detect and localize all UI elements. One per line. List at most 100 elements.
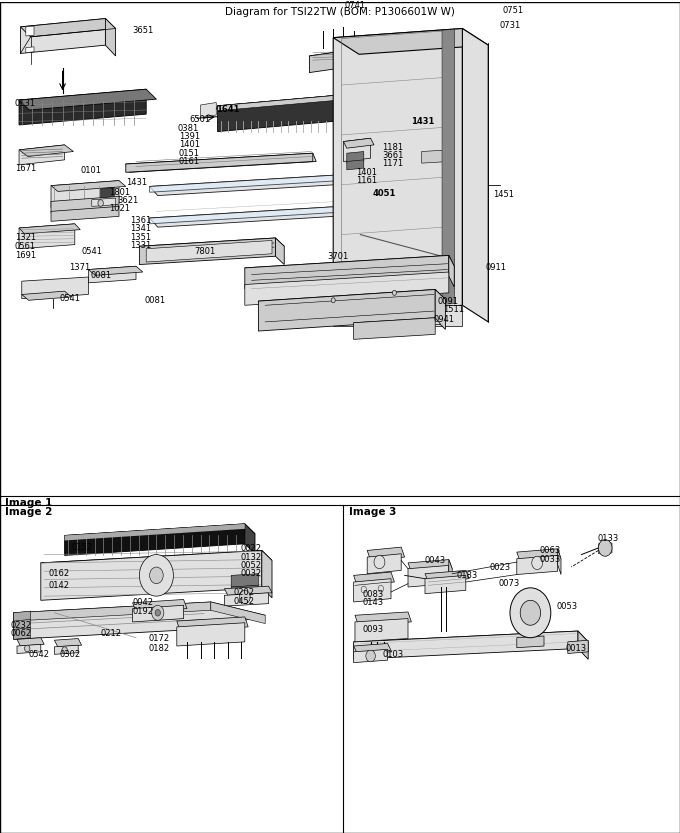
Polygon shape: [354, 317, 441, 329]
Polygon shape: [218, 95, 347, 115]
Polygon shape: [354, 572, 394, 586]
Polygon shape: [568, 641, 588, 654]
Text: 0541: 0541: [82, 247, 103, 256]
Text: 3651: 3651: [133, 26, 154, 35]
Text: 0212: 0212: [101, 629, 122, 638]
Polygon shape: [354, 644, 392, 654]
Text: Diagram for TSI22TW (BOM: P1306601W W): Diagram for TSI22TW (BOM: P1306601W W): [225, 7, 455, 17]
Polygon shape: [20, 18, 116, 37]
Text: 0063: 0063: [539, 546, 560, 555]
Circle shape: [392, 291, 396, 296]
Polygon shape: [245, 256, 449, 289]
Text: 3661: 3661: [382, 151, 403, 160]
Polygon shape: [333, 28, 462, 314]
Polygon shape: [150, 175, 348, 196]
Polygon shape: [146, 241, 272, 262]
Polygon shape: [101, 187, 114, 202]
Polygon shape: [598, 543, 612, 554]
Circle shape: [378, 586, 384, 592]
Text: 0183: 0183: [457, 571, 478, 580]
Text: 1351: 1351: [131, 232, 152, 242]
Text: 0232: 0232: [10, 621, 31, 630]
Text: 3701: 3701: [328, 252, 349, 261]
Text: 1431: 1431: [126, 177, 147, 187]
Text: 0202: 0202: [233, 588, 254, 597]
Text: 0032: 0032: [240, 569, 261, 578]
Polygon shape: [22, 292, 71, 300]
Polygon shape: [435, 290, 445, 329]
Polygon shape: [231, 586, 258, 598]
Polygon shape: [51, 181, 119, 208]
Text: 0182: 0182: [148, 644, 169, 653]
Text: 0073: 0073: [498, 579, 520, 588]
Text: 0081: 0081: [90, 271, 112, 280]
Circle shape: [239, 591, 250, 604]
Polygon shape: [224, 593, 269, 606]
Polygon shape: [19, 89, 146, 125]
Polygon shape: [139, 238, 284, 255]
Circle shape: [361, 586, 367, 593]
Polygon shape: [218, 95, 340, 132]
Polygon shape: [14, 602, 265, 640]
Polygon shape: [231, 574, 258, 587]
Polygon shape: [367, 547, 405, 561]
Circle shape: [98, 200, 103, 207]
Polygon shape: [133, 606, 184, 622]
Polygon shape: [517, 549, 561, 562]
Text: 0143: 0143: [362, 598, 384, 607]
Polygon shape: [408, 560, 452, 572]
Circle shape: [510, 588, 551, 638]
Polygon shape: [177, 623, 245, 646]
Text: 0022: 0022: [240, 544, 261, 553]
Text: 1801: 1801: [109, 187, 130, 197]
Text: 0152: 0152: [71, 543, 92, 552]
Polygon shape: [343, 138, 371, 162]
Polygon shape: [449, 560, 452, 587]
Text: 0731: 0731: [500, 21, 521, 30]
Polygon shape: [22, 277, 88, 298]
Text: 0081: 0081: [145, 296, 166, 305]
Circle shape: [152, 606, 164, 621]
Polygon shape: [462, 28, 488, 322]
Text: 7801: 7801: [194, 247, 216, 256]
Text: 1401: 1401: [356, 167, 377, 177]
Text: 0091: 0091: [437, 297, 458, 307]
Polygon shape: [92, 198, 116, 207]
Text: 0043: 0043: [424, 556, 445, 565]
Polygon shape: [355, 612, 411, 626]
Text: Image 1: Image 1: [5, 498, 53, 508]
Text: 1671: 1671: [15, 163, 36, 172]
Polygon shape: [367, 554, 401, 574]
Polygon shape: [354, 631, 578, 659]
Polygon shape: [105, 18, 116, 56]
Circle shape: [520, 601, 541, 626]
Text: 0452: 0452: [233, 596, 254, 606]
Text: 0053: 0053: [556, 602, 577, 611]
Polygon shape: [343, 138, 374, 148]
Text: 0101: 0101: [80, 166, 101, 175]
Polygon shape: [258, 290, 445, 311]
Polygon shape: [41, 551, 262, 601]
Polygon shape: [408, 566, 449, 587]
Polygon shape: [355, 619, 408, 642]
Text: 0162: 0162: [49, 569, 70, 578]
Polygon shape: [517, 636, 544, 648]
Text: 1341: 1341: [131, 224, 152, 233]
Polygon shape: [558, 549, 561, 575]
Circle shape: [155, 610, 160, 616]
Polygon shape: [333, 305, 462, 326]
Polygon shape: [449, 256, 454, 287]
Polygon shape: [19, 224, 75, 249]
Polygon shape: [275, 238, 284, 265]
Text: 0541: 0541: [60, 294, 81, 303]
Text: 0023: 0023: [490, 562, 511, 571]
Text: 0381: 0381: [177, 124, 199, 132]
Polygon shape: [65, 524, 245, 556]
Circle shape: [139, 555, 173, 596]
Polygon shape: [517, 556, 558, 575]
Text: 0062: 0062: [10, 629, 31, 638]
Circle shape: [331, 297, 335, 302]
Polygon shape: [126, 153, 313, 172]
Text: 0013: 0013: [566, 644, 587, 653]
Text: 0083: 0083: [362, 590, 384, 599]
